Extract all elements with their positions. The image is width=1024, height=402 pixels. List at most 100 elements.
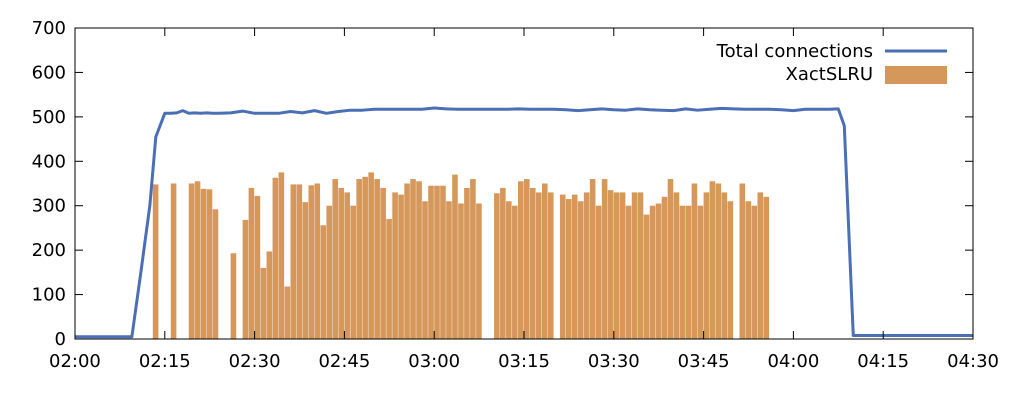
xactslru-bar [248, 187, 255, 339]
xactslru-bar [152, 184, 159, 339]
xactslru-bar [422, 201, 428, 339]
xactslru-bar [212, 209, 219, 339]
xactslru-bar [637, 192, 644, 339]
xactslru-bar [392, 192, 398, 339]
xactslru-bar [404, 183, 410, 339]
x-tick-label: 03:15 [498, 351, 550, 372]
xactslru-bar [308, 185, 315, 339]
xactslru-bar [398, 194, 404, 339]
xactslru-bar [559, 194, 566, 339]
xactslru-bar [464, 187, 470, 339]
x-tick-label: 03:30 [588, 351, 640, 372]
xactslru-bar [506, 201, 512, 339]
y-tick-label: 400 [32, 151, 66, 172]
xactslru-bar [524, 179, 530, 339]
xactslru-bar [260, 267, 267, 339]
xactslru-bar [446, 201, 452, 339]
xactslru-bar [368, 172, 374, 339]
xactslru-bar [494, 193, 500, 339]
xactslru-bar [619, 192, 626, 339]
xactslru-bar [230, 253, 237, 339]
xactslru-bar [326, 205, 333, 339]
xactslru-bar [709, 181, 716, 339]
y-tick-label: 700 [32, 18, 66, 39]
x-tick-label: 04:15 [857, 351, 909, 372]
xactslru-bar [631, 192, 638, 339]
xactslru-bar [739, 183, 746, 339]
xactslru-bar [595, 205, 602, 339]
xactslru-bar [470, 179, 476, 339]
xactslru-bar [374, 179, 380, 339]
xactslru-bar [535, 192, 542, 339]
xactslru-bar [278, 172, 285, 339]
x-tick-label: 04:00 [767, 351, 819, 372]
xactslru-bar [625, 205, 632, 339]
xactslru-bar [416, 181, 422, 339]
xactslru-bar [727, 201, 734, 339]
xactslru-bar [200, 188, 207, 339]
xactslru-bar [476, 203, 482, 339]
xactslru-bars [152, 172, 770, 339]
xactslru-bar [518, 181, 524, 339]
xactslru-bar [691, 183, 698, 339]
xactslru-bar [529, 187, 536, 339]
xactslru-bar [332, 179, 339, 339]
xactslru-bar [458, 203, 464, 339]
xactslru-bar [428, 185, 434, 339]
axes: 0 100 200 300 400 500 600 700 02:00 02:15 02:30 02:… [32, 18, 999, 372]
xactslru-bar [194, 181, 201, 339]
xactslru-bar [452, 174, 458, 339]
xactslru-bar [571, 194, 578, 339]
x-tick-label: 04:30 [947, 351, 999, 372]
xactslru-bar [745, 201, 752, 339]
y-tick-label: 600 [32, 62, 66, 83]
y-tick-label: 100 [32, 285, 66, 306]
xactslru-bar [272, 177, 279, 339]
xactslru-bar [338, 187, 344, 339]
xactslru-bar [254, 195, 261, 339]
xactslru-bar [266, 251, 273, 339]
xactslru-bar [643, 214, 650, 339]
xactslru-bar [547, 192, 554, 339]
x-tick-label: 02:15 [139, 351, 191, 372]
xactslru-bar [242, 219, 249, 339]
xactslru-bar [763, 196, 770, 339]
xactslru-bar [655, 203, 662, 339]
xactslru-bar [751, 205, 758, 339]
xactslru-bar [583, 192, 590, 339]
xactslru-bar [613, 192, 620, 339]
xactslru-bar [302, 202, 309, 339]
xactslru-bar [380, 187, 386, 339]
xactslru-bar [512, 205, 518, 339]
xactslru-bar [715, 183, 722, 339]
xactslru-bar [661, 196, 668, 339]
y-tick-label: 300 [32, 196, 66, 217]
xactslru-bar [679, 205, 686, 339]
xactslru-bar [356, 179, 362, 339]
xactslru-bar [350, 205, 356, 339]
xactslru-bar [188, 183, 195, 339]
xactslru-bar [649, 205, 656, 339]
xactslru-bar [284, 286, 291, 339]
xactslru-bar [721, 192, 728, 339]
xactslru-bar [344, 192, 350, 339]
xactslru-bar [589, 179, 596, 339]
xactslru-bar [440, 185, 446, 339]
total-connections-line [75, 106, 973, 339]
xactslru-bar [541, 183, 548, 339]
xactslru-bar [170, 183, 177, 339]
x-tick-label: 02:00 [49, 351, 101, 372]
xactslru-bar [434, 185, 440, 339]
xactslru-bar [296, 184, 303, 339]
xactslru-bar [667, 179, 674, 339]
xactslru-bar [314, 183, 321, 339]
y-tick-label: 0 [55, 329, 66, 350]
x-tick-label: 03:45 [678, 351, 730, 372]
xactslru-bar [607, 190, 614, 339]
x-tick-label: 02:45 [318, 351, 370, 372]
legend-label-xactslru: XactSLRU [786, 64, 873, 85]
xactslru-bar [290, 184, 297, 339]
legend-label-total-connections: Total connections [716, 41, 873, 62]
